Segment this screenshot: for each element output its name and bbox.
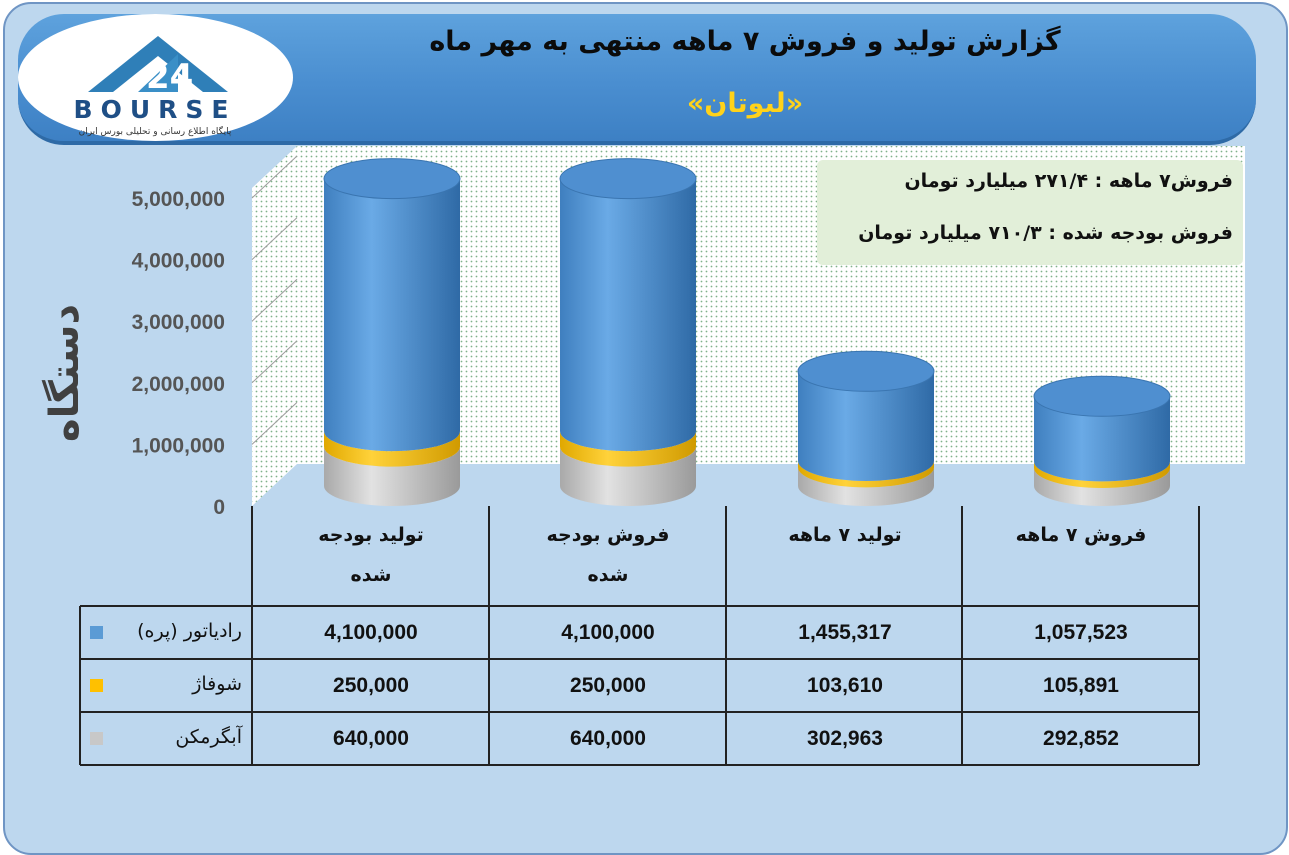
bar-segment (560, 446, 696, 506)
data-label: 302,963 (807, 727, 883, 750)
data-label: 250,000 (333, 674, 409, 697)
y-tick-label: 2,000,000 (132, 373, 225, 396)
category-label: فروش ۷ ماهه (1015, 524, 1147, 546)
bar-segment (560, 178, 696, 452)
legend-row-label: آبگرمکن (80, 714, 252, 764)
data-label: 250,000 (570, 674, 646, 697)
bar-segment (324, 431, 460, 467)
category-label: تولید بودجه شده (318, 524, 424, 586)
bar-top (797, 350, 935, 392)
y-axis-label: دستگاه (42, 303, 88, 443)
side-wall (252, 146, 297, 506)
y-tick-label: 5,000,000 (132, 188, 225, 211)
legend-key (90, 626, 103, 639)
series-name: شوفاژ (192, 673, 242, 695)
bar-segment (798, 371, 934, 481)
sales-summary-box: فروش۷ ماهه : ۲۷۱/۴ میلیارد تومان فروش بو… (817, 160, 1243, 265)
data-label: 4,100,000 (561, 621, 655, 644)
legend-key (90, 679, 103, 692)
summary-line-7-month-sales: فروش۷ ماهه : ۲۷۱/۴ میلیارد تومان (904, 170, 1233, 192)
legend-key (90, 732, 103, 745)
bar-segment (560, 431, 696, 467)
bar-top (1033, 375, 1171, 417)
data-label: 105,891 (1043, 674, 1119, 697)
bar-segment (324, 178, 460, 452)
data-label: 292,852 (1043, 727, 1119, 750)
y-tick-label: 4,000,000 (132, 250, 225, 273)
legend-row-label: شوفاژ (80, 661, 252, 711)
gridline (251, 155, 298, 199)
gridline (251, 217, 298, 260)
summary-line-budget-sales: فروش بودجه شده : ۷۱۰/۳ میلیارد تومان (858, 222, 1233, 244)
data-label: 1,057,523 (1034, 621, 1128, 644)
gridline (251, 402, 298, 445)
category-label: تولید ۷ ماهه (788, 524, 902, 546)
series-name: آبگرمکن (175, 726, 242, 748)
bar-segment (798, 460, 934, 488)
gridline (251, 278, 298, 322)
bar-top (323, 158, 461, 200)
logo-tagline: پایگاه اطلاع رسانی و تحلیلی بورس ایران (79, 125, 232, 137)
bar-segment (1034, 467, 1170, 506)
category-label: فروش بودجه شده (546, 524, 670, 586)
bar-segment (798, 467, 934, 506)
bourse24-logo: 24 BOURSE پایگاه اطلاع رسانی و تحلیلی بو… (18, 14, 293, 141)
company-name: «لبوتان» (686, 88, 804, 119)
y-tick-label: 0 (213, 496, 225, 519)
logo-wordmark: BOURSE (74, 95, 237, 124)
data-label: 640,000 (570, 727, 646, 750)
data-label: 640,000 (333, 727, 409, 750)
bar-segment (1034, 461, 1170, 488)
data-label: 4,100,000 (324, 621, 418, 644)
legend-row-label: رادیاتور (پره) (80, 608, 252, 658)
bar-top (559, 158, 697, 200)
y-tick-label: 1,000,000 (132, 434, 225, 457)
y-tick-label: 3,000,000 (132, 311, 225, 334)
data-label: 103,610 (807, 674, 883, 697)
chart-title: گزارش تولید و فروش ۷ ماهه منتهی به مهر م… (429, 26, 1061, 57)
bar-segment (1034, 396, 1170, 482)
data-label: 1,455,317 (798, 621, 892, 644)
bar-segment (324, 446, 460, 506)
logo-number: 24 (146, 57, 193, 97)
gridline (251, 340, 298, 384)
series-name: رادیاتور (پره) (137, 620, 242, 642)
